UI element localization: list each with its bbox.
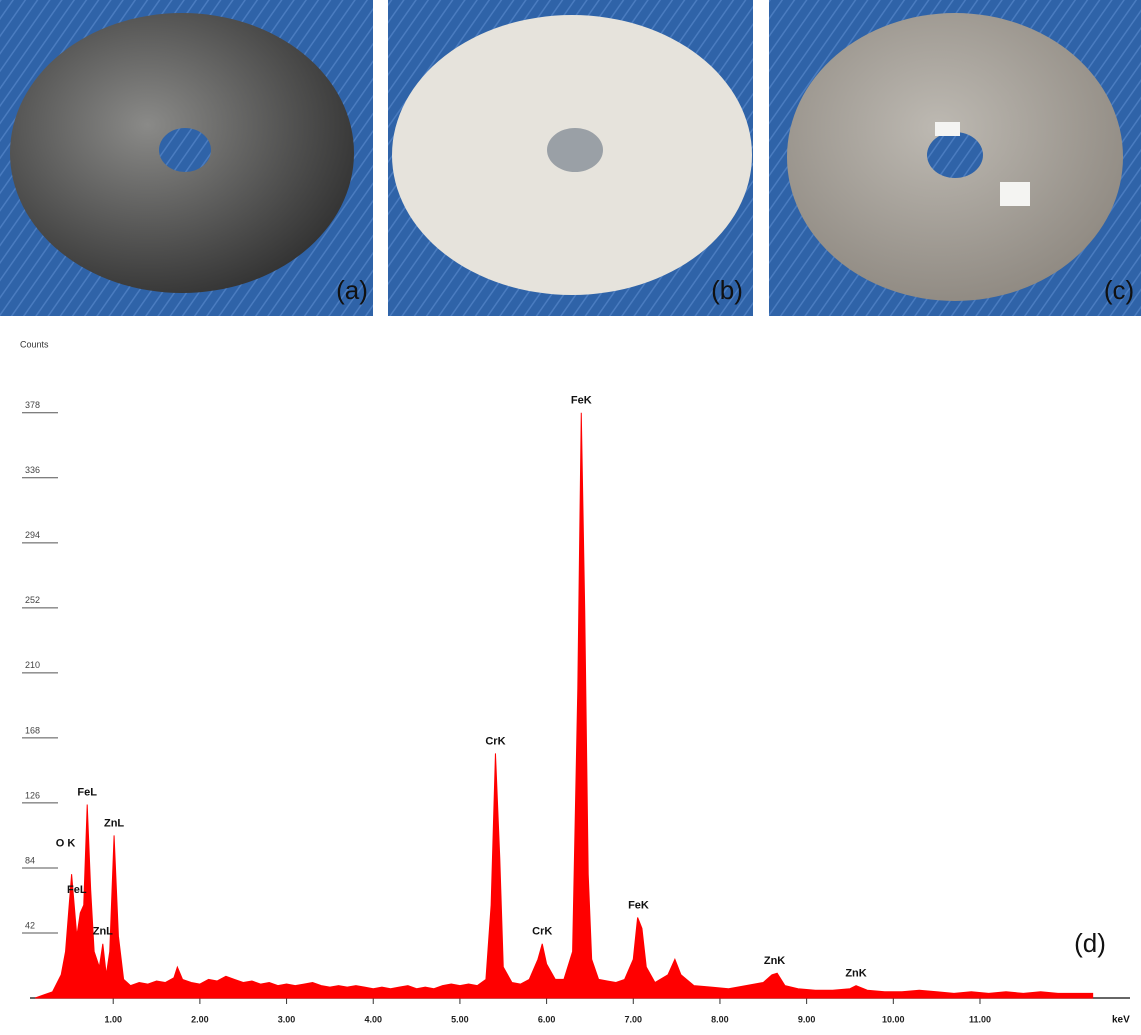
x-tick-label: 8.00 (711, 1014, 729, 1024)
y-tick-label: 336 (25, 465, 40, 475)
y-tick-label: 378 (25, 400, 40, 410)
peak-label: ZnK (845, 968, 866, 980)
x-tick-label: 6.00 (538, 1014, 556, 1024)
photo-a (0, 0, 373, 316)
x-tick-label: 1.00 (104, 1014, 122, 1024)
peak-label: ZnK (764, 955, 785, 967)
panel-label: (d) (1074, 928, 1106, 958)
photo-b (388, 0, 753, 316)
y-tick-label: 84 (25, 855, 35, 865)
y-tick-label: 42 (25, 920, 35, 930)
x-tick-label: 5.00 (451, 1014, 469, 1024)
y-tick-label: 126 (25, 790, 40, 800)
peak-label: CrK (485, 735, 505, 747)
x-tick-label: 11.00 (969, 1014, 991, 1024)
peak-label: FeL (67, 884, 87, 896)
panel-label: (b) (711, 275, 743, 305)
y-tick-label: 210 (25, 660, 40, 670)
x-tick-label: 3.00 (278, 1014, 296, 1024)
peak-label: ZnL (93, 926, 113, 938)
x-tick-label: 9.00 (798, 1014, 816, 1024)
spectrum (35, 412, 1094, 999)
panel-label: (a) (336, 275, 368, 305)
x-axis-label: keV (1112, 1015, 1130, 1026)
x-tick-label: 2.00 (191, 1014, 209, 1024)
peak-label: O K (56, 837, 76, 849)
peak-label: FeK (628, 899, 649, 911)
y-tick-label: 294 (25, 530, 40, 540)
y-tick-label: 168 (25, 725, 40, 735)
y-tick-label: 252 (25, 595, 40, 605)
peak-label: FeL (77, 786, 97, 798)
x-tick-label: 10.00 (882, 1014, 905, 1024)
panel-label: (c) (1104, 275, 1134, 305)
x-tick-label: 4.00 (364, 1014, 382, 1024)
peak-label: FeK (571, 395, 592, 407)
photo-c (769, 0, 1141, 316)
y-axis-label: Counts (20, 339, 49, 349)
peak-label: CrK (532, 926, 552, 938)
x-tick-label: 7.00 (625, 1014, 643, 1024)
peak-label: ZnL (104, 817, 124, 829)
